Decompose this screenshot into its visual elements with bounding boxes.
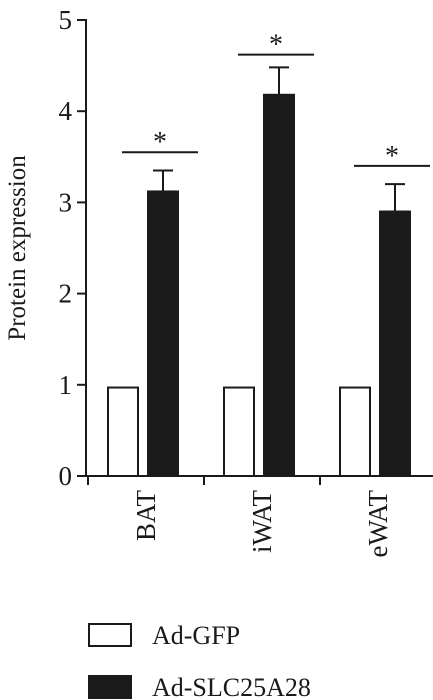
y-tick-label: 4 <box>59 96 73 126</box>
bar-ad-gfp <box>339 386 371 478</box>
y-tick-label: 1 <box>59 370 73 400</box>
bar-ad-slc25a28 <box>263 93 295 477</box>
x-category-label: BAT <box>131 490 161 542</box>
axes: 0 1 2 3 4 5 Protein expression BAT iWAT eWAT <box>4 5 433 557</box>
significance-label: * <box>385 141 399 172</box>
y-tick-label: 5 <box>59 5 73 35</box>
y-axis-label: Protein expression <box>4 155 31 341</box>
legend-label: Ad-GFP <box>152 621 240 650</box>
bar-ad-gfp <box>107 386 139 478</box>
x-category-label: iWAT <box>247 490 277 553</box>
significance-label: * <box>153 127 167 158</box>
legend-swatch <box>88 623 132 647</box>
legend-swatch <box>88 675 132 699</box>
y-tick-label: 2 <box>59 279 73 309</box>
y-tick-label: 3 <box>59 187 73 217</box>
bar-ad-slc25a28 <box>379 210 411 478</box>
significance-markers: * * * <box>122 30 430 172</box>
bar-ad-gfp <box>223 386 255 478</box>
legend-label: Ad-SLC25A28 <box>152 673 311 700</box>
y-tick-label: 0 <box>59 461 73 491</box>
significance-label: * <box>269 30 283 61</box>
bars <box>107 66 411 478</box>
bar-ad-slc25a28 <box>147 190 179 477</box>
legend: Ad-GFP Ad-SLC25A28 <box>88 621 311 700</box>
x-category-label: eWAT <box>363 490 393 558</box>
